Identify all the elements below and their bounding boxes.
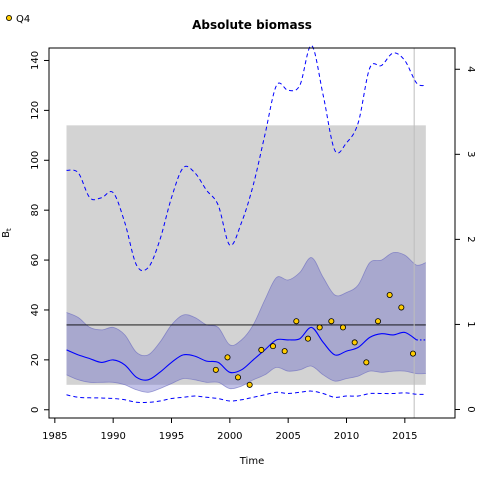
q4-point [409, 350, 416, 357]
x-tick-label: 2005 [275, 431, 300, 442]
q4-point [328, 318, 335, 325]
q4-point [269, 343, 276, 350]
y2-tick-label: 4 [465, 66, 476, 72]
y-tick-label: 40 [30, 304, 41, 317]
q4-point [234, 374, 241, 381]
q4-point [363, 359, 370, 366]
q4-point [212, 366, 219, 373]
q4-point [351, 339, 358, 346]
prior-range-band [66, 125, 426, 385]
y2-tick-label: 1 [465, 321, 476, 327]
q4-point [316, 324, 323, 331]
q4-point [339, 324, 346, 331]
legend-q4-marker [6, 14, 12, 21]
q4-point [374, 318, 381, 325]
y2-tick-label: 3 [465, 151, 476, 157]
y-tick-label: 120 [30, 101, 41, 120]
x-tick-label: 2010 [334, 431, 359, 442]
y-tick-label: 60 [30, 254, 41, 267]
legend-q4-label: Q4 [16, 14, 30, 25]
confidence-upper-edge [66, 251, 426, 357]
y-tick-label: 140 [30, 51, 41, 70]
q4-point [293, 318, 300, 325]
q4-point [258, 346, 265, 353]
chart-title: Absolute biomass [192, 18, 312, 32]
q4-point [304, 335, 311, 342]
q4-point [386, 291, 393, 298]
x-axis-title: Time [239, 456, 264, 467]
y-tick-label: 100 [30, 151, 41, 170]
x-tick-label: 1995 [159, 431, 184, 442]
x-tick-label: 1990 [100, 431, 125, 442]
y-tick-label: 80 [30, 204, 41, 217]
x-tick-label: 2015 [392, 431, 417, 442]
x-tick-label: 2000 [217, 431, 242, 442]
lower-dashed-line [66, 390, 426, 404]
y-tick-label: 0 [30, 407, 41, 413]
y-tick-label: 20 [30, 354, 41, 367]
x-tick-label: 1985 [42, 431, 67, 442]
q4-point [398, 304, 405, 311]
y2-tick-label: 2 [465, 236, 476, 242]
y2-tick-label: 0 [465, 406, 476, 412]
q4-point [246, 381, 253, 388]
estimate-line [66, 326, 417, 381]
y-axis-title: Bt [1, 228, 13, 238]
q4-point [281, 348, 288, 355]
confidence-band [66, 252, 426, 393]
q4-point [224, 354, 231, 361]
